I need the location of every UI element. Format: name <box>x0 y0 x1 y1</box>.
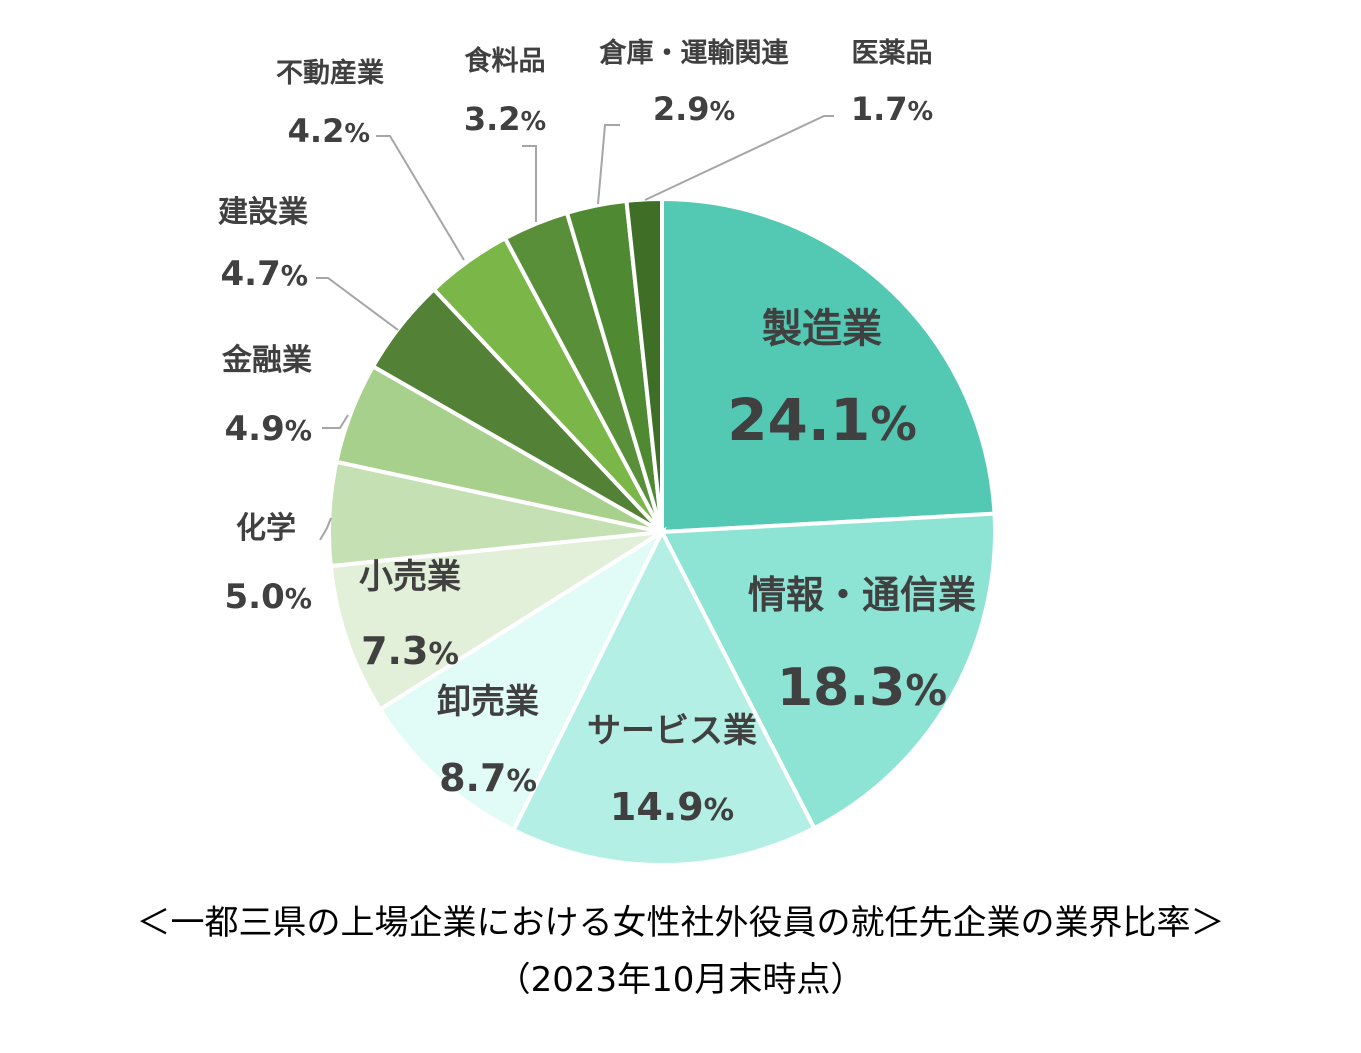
slice-value-label: 5.0% <box>225 577 312 617</box>
slice-category-label: 不動産業 <box>276 57 384 89</box>
slice-value-label: 18.3% <box>777 658 947 718</box>
slice-value-label: 7.3% <box>361 629 459 673</box>
slice-value-label: 1.7% <box>851 90 933 128</box>
slice-value-label: 4.9% <box>225 409 312 449</box>
chart-caption-date: （2023年10月末時点） <box>496 960 865 1000</box>
slice-category-label: 小売業 <box>359 557 461 597</box>
pie-slice <box>328 530 664 713</box>
leader-line <box>597 124 620 205</box>
slice-category-label: 食料品 <box>465 45 546 77</box>
slice-value-label: 3.2% <box>464 100 546 138</box>
pie-slice <box>377 526 667 833</box>
data-labels: 製造業 24.1% 情報・通信業 18.3% サービス業 14.9% 卸売業 8.7% 小売業 7… <box>218 37 976 829</box>
slice-value-label: 4.2% <box>288 112 370 150</box>
leader-line <box>322 414 349 429</box>
leader-lines <box>316 115 834 541</box>
leader-line <box>319 517 332 541</box>
slice-value-label: 14.9% <box>610 785 734 829</box>
slice-category-label: 化学 <box>236 511 296 546</box>
slice-value-label: 4.7% <box>221 254 308 294</box>
slice-category-label: 情報・通信業 <box>748 573 976 617</box>
slice-value-label: 8.7% <box>439 756 537 800</box>
slice-category-label: 金融業 <box>221 343 312 378</box>
pie-slice <box>624 196 664 533</box>
leader-line <box>644 115 834 201</box>
slice-category-label: 医薬品 <box>852 38 933 69</box>
pie-slice <box>660 196 997 535</box>
pie-slice <box>658 511 997 831</box>
slice-category-label: サービス業 <box>587 711 757 751</box>
leader-line <box>316 277 399 331</box>
slice-category-label: 建設業 <box>218 195 308 230</box>
pie-slices <box>327 196 997 867</box>
slice-value-label: 24.1% <box>727 386 917 454</box>
chart-caption: ＜一都三県の上場企業における女性社外役員の就任先企業の業界比率＞ <box>136 903 1225 943</box>
pie-slice <box>510 527 817 867</box>
slice-category-label: 製造業 <box>762 306 882 352</box>
leader-line <box>522 145 537 222</box>
slice-category-label: 卸売業 <box>437 682 539 722</box>
slice-value-label: 2.9% <box>653 90 735 128</box>
slice-category-label: 倉庫・運輸関連 <box>599 37 790 69</box>
leader-line <box>376 135 465 261</box>
